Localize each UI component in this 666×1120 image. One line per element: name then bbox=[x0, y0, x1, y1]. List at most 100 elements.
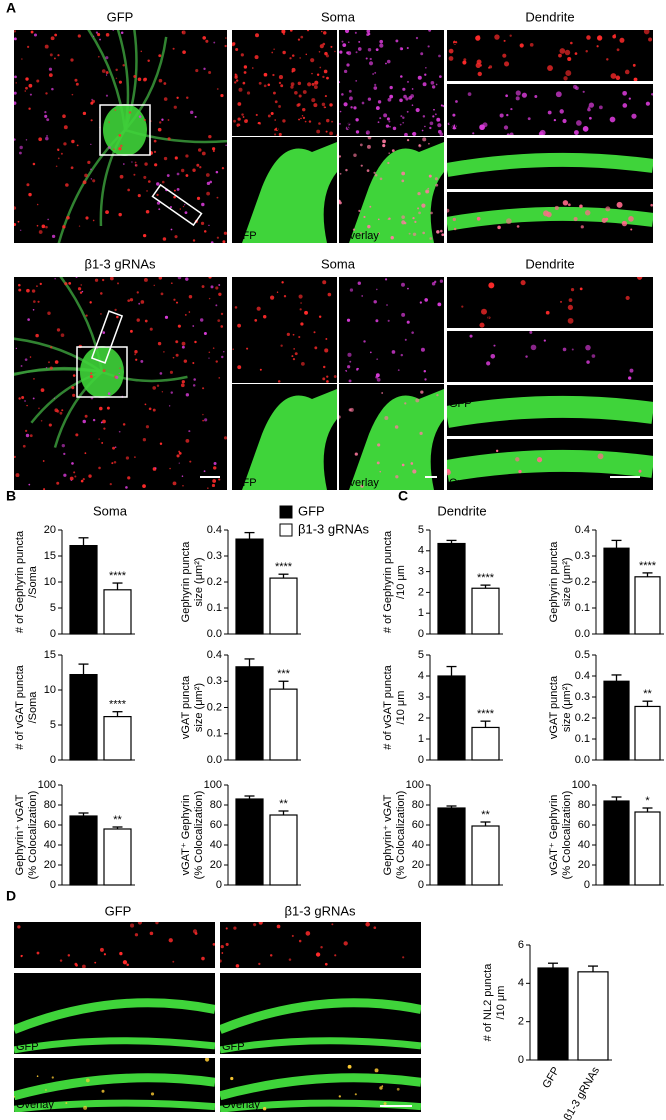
punctum bbox=[47, 218, 49, 221]
punctum bbox=[188, 430, 191, 433]
punctum bbox=[568, 298, 573, 302]
punctum bbox=[567, 304, 574, 311]
dendrite bbox=[220, 998, 421, 1034]
punctum bbox=[298, 118, 300, 121]
punctum bbox=[379, 43, 384, 48]
punctum bbox=[374, 1068, 379, 1073]
punctum bbox=[574, 52, 578, 55]
punctum bbox=[205, 173, 210, 177]
punctum bbox=[347, 352, 352, 357]
punctum bbox=[365, 57, 368, 60]
punctum bbox=[256, 306, 261, 311]
bar bbox=[537, 967, 569, 1061]
punctum bbox=[262, 1106, 267, 1111]
punctum bbox=[301, 115, 304, 117]
punctum bbox=[525, 355, 528, 358]
punctum bbox=[412, 232, 417, 237]
micrograph-content bbox=[14, 277, 227, 490]
punctum bbox=[367, 144, 371, 149]
punctum bbox=[168, 938, 173, 943]
punctum bbox=[179, 208, 182, 210]
soma bbox=[349, 389, 444, 490]
significance: ** bbox=[481, 809, 490, 821]
punctum bbox=[184, 314, 187, 316]
punctum bbox=[199, 318, 204, 322]
y-tick-label: 0.4 bbox=[207, 524, 222, 536]
punctum bbox=[178, 452, 182, 455]
punctum bbox=[65, 183, 69, 187]
punctum bbox=[14, 30, 17, 33]
punctum bbox=[616, 48, 620, 52]
bar bbox=[577, 971, 609, 1061]
punctum bbox=[429, 237, 433, 240]
y-tick-label: 100 bbox=[572, 779, 590, 791]
punctum bbox=[61, 409, 64, 412]
punctum bbox=[234, 74, 238, 78]
punctum bbox=[74, 78, 78, 82]
punctum bbox=[212, 479, 217, 483]
punctum bbox=[99, 38, 101, 41]
punctum bbox=[212, 149, 215, 153]
micrograph-content bbox=[232, 30, 337, 136]
punctum bbox=[88, 474, 92, 478]
punctum bbox=[423, 369, 427, 373]
punctum bbox=[270, 295, 275, 300]
punctum bbox=[64, 282, 68, 286]
punctum bbox=[400, 75, 403, 78]
punctum bbox=[428, 142, 430, 145]
punctum bbox=[488, 282, 495, 289]
punctum bbox=[158, 54, 162, 58]
punctum bbox=[107, 392, 111, 395]
y-tick-label: 0 bbox=[50, 628, 56, 640]
y-tick-label: 100 bbox=[406, 779, 424, 791]
punctum bbox=[401, 312, 406, 317]
punctum bbox=[521, 92, 527, 98]
y-tick-label: 0.3 bbox=[575, 550, 590, 562]
punctum bbox=[516, 225, 520, 228]
punctum bbox=[401, 215, 405, 219]
punctum bbox=[363, 215, 366, 219]
punctum bbox=[452, 40, 458, 45]
punctum bbox=[217, 319, 221, 322]
punctum bbox=[51, 1076, 54, 1079]
punctum bbox=[105, 56, 109, 60]
punctum bbox=[390, 236, 394, 240]
punctum bbox=[417, 75, 422, 80]
punctum bbox=[101, 1089, 105, 1093]
punctum bbox=[420, 390, 424, 394]
y-axis-label: /10 μm bbox=[395, 691, 407, 725]
punctum bbox=[331, 120, 334, 123]
y-axis-label: # of NL2 puncta bbox=[482, 963, 494, 1042]
roi-box bbox=[99, 104, 151, 156]
panel-title: β1-3 gRNAs bbox=[284, 903, 356, 918]
punctum bbox=[14, 222, 17, 226]
punctum bbox=[203, 67, 206, 71]
punctum bbox=[48, 423, 52, 427]
punctum bbox=[305, 53, 307, 56]
punctum bbox=[31, 289, 36, 293]
punctum bbox=[234, 306, 238, 309]
bar bbox=[603, 680, 630, 761]
punctum bbox=[272, 73, 275, 77]
punctum bbox=[220, 325, 224, 328]
punctum bbox=[120, 31, 124, 35]
punctum bbox=[116, 315, 119, 319]
punctum bbox=[94, 961, 97, 964]
punctum bbox=[418, 144, 421, 146]
y-tick-label: 40 bbox=[210, 839, 222, 851]
y-tick-label: 4 bbox=[418, 670, 424, 682]
punctum bbox=[494, 34, 500, 40]
punctum bbox=[14, 91, 17, 95]
punctum bbox=[60, 333, 65, 337]
punctum bbox=[448, 56, 454, 61]
punctum bbox=[616, 201, 623, 208]
punctum bbox=[15, 347, 18, 350]
punctum bbox=[389, 94, 394, 99]
punctum bbox=[143, 77, 148, 81]
punctum bbox=[109, 482, 112, 486]
punctum bbox=[243, 71, 247, 74]
punctum bbox=[487, 316, 491, 320]
punctum bbox=[387, 319, 390, 322]
y-axis-label: vGAT puncta bbox=[180, 675, 192, 739]
punctum bbox=[353, 153, 357, 158]
